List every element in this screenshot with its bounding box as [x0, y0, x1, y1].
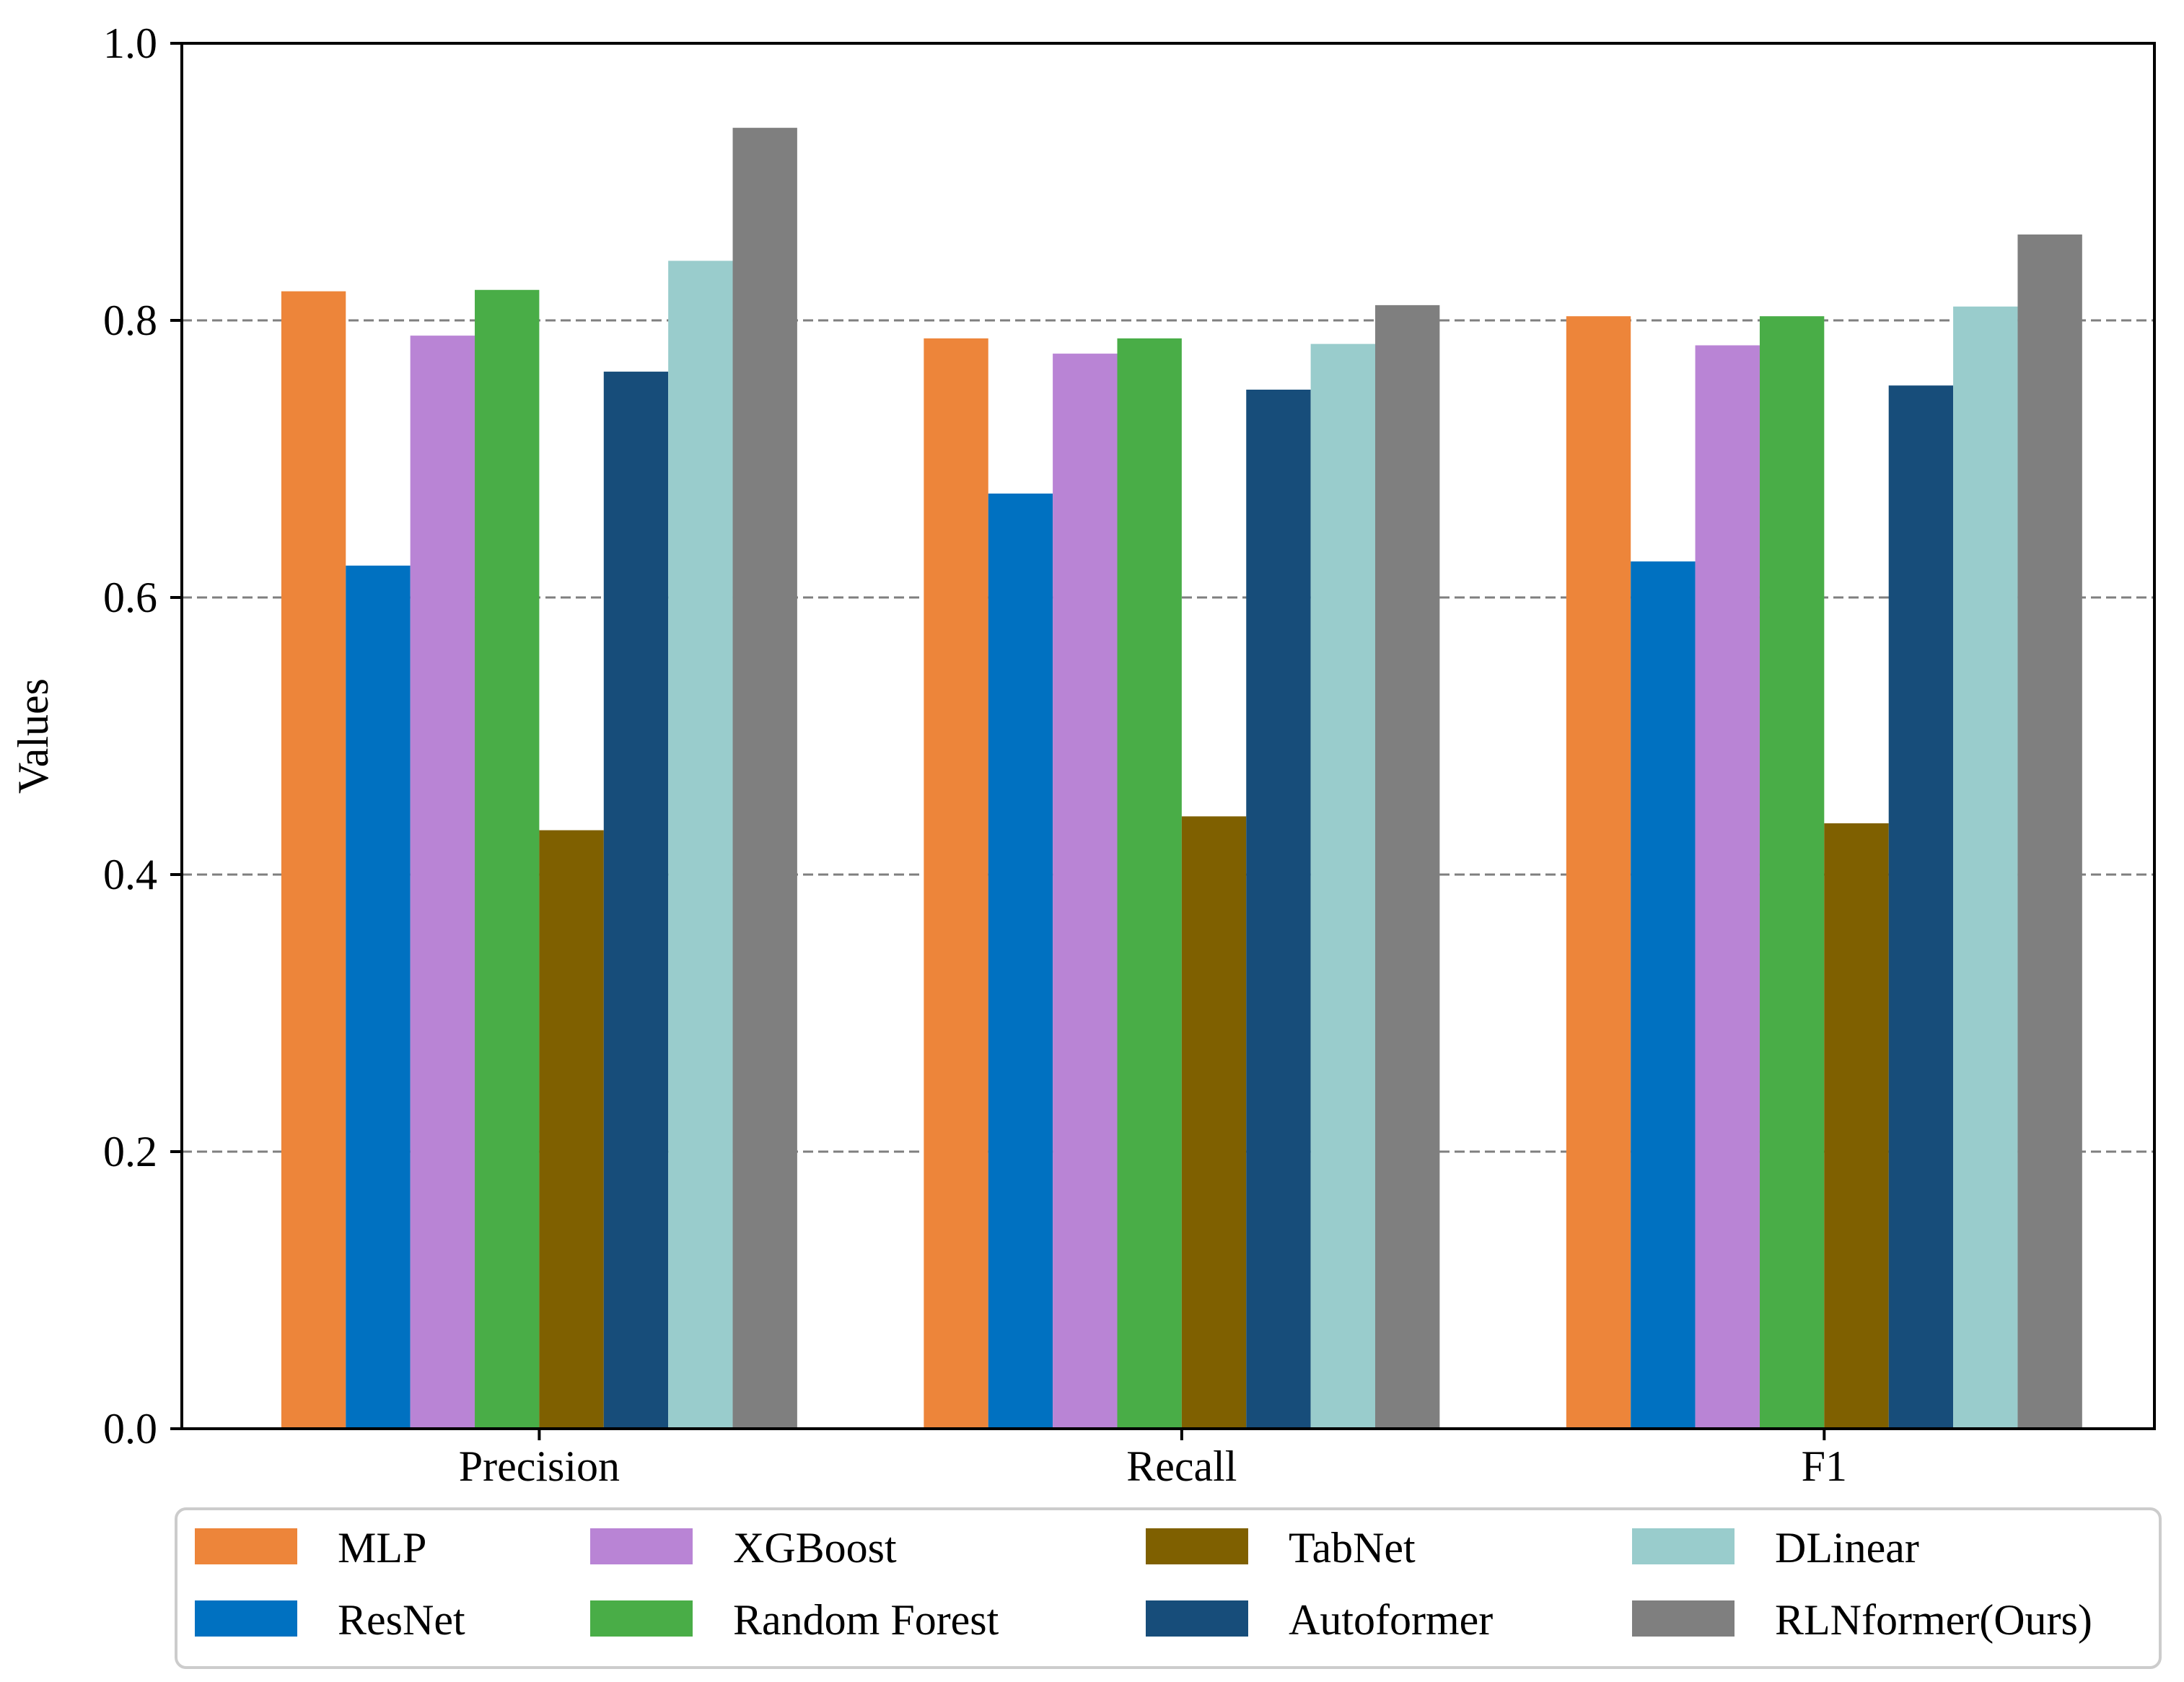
- y-tick-label: 0.4: [103, 851, 157, 898]
- y-tick-label: 0.6: [103, 574, 157, 621]
- bar-tabnet-precision: [539, 830, 604, 1429]
- legend-swatch: [590, 1528, 693, 1564]
- bar-xgboost-precision: [410, 336, 475, 1429]
- bar-random-forest-precision: [475, 289, 540, 1429]
- y-axis-label: Values: [9, 678, 57, 794]
- x-tick-label: Precision: [459, 1442, 620, 1490]
- bar-autoformer-recall: [1246, 390, 1311, 1429]
- y-tick-label: 0.8: [103, 297, 157, 344]
- legend-label: MLP: [338, 1524, 426, 1572]
- legend: MLP ResNet XGBoost Random Forest TabNet Autof…: [175, 1507, 2162, 1669]
- bar-autoformer-f1: [1888, 385, 1954, 1429]
- legend-label: TabNet: [1289, 1524, 1416, 1572]
- bar-resnet-f1: [1631, 561, 1696, 1429]
- bars: [281, 128, 2082, 1429]
- legend-swatch: [195, 1600, 297, 1637]
- bar-resnet-recall: [988, 494, 1053, 1429]
- x-tick-label: Recall: [1126, 1442, 1237, 1490]
- legend-swatch: [1146, 1528, 1248, 1564]
- x-tick-label: F1: [1802, 1442, 1847, 1490]
- bar-random-forest-recall: [1117, 338, 1182, 1429]
- y-tick-label: 0.0: [103, 1405, 157, 1453]
- legend-label: ResNet: [338, 1596, 465, 1644]
- legend-swatch: [195, 1528, 297, 1564]
- legend-label: Random Forest: [733, 1596, 999, 1644]
- bar-rlnformer-ours--f1: [2017, 234, 2082, 1429]
- bar-mlp-precision: [281, 291, 346, 1429]
- x-axis: Precision Recall F1: [459, 1429, 1847, 1490]
- legend-label: XGBoost: [733, 1524, 897, 1572]
- bar-xgboost-f1: [1695, 345, 1760, 1429]
- legend-swatch: [1632, 1600, 1735, 1637]
- bar-dlinear-precision: [668, 260, 733, 1429]
- legend-swatch: [1632, 1528, 1735, 1564]
- bar-xgboost-recall: [1053, 354, 1118, 1429]
- bar-random-forest-f1: [1759, 316, 1825, 1429]
- bar-rlnformer-ours--precision: [732, 128, 797, 1429]
- y-axis: 0.0 0.2 0.4 0.6 0.8 1.0: [103, 19, 182, 1453]
- legend-swatch: [1146, 1600, 1248, 1637]
- bar-tabnet-recall: [1181, 816, 1247, 1429]
- legend-swatch: [590, 1600, 693, 1637]
- legend-label: RLNformer(Ours): [1775, 1596, 2092, 1644]
- bar-autoformer-precision: [603, 372, 669, 1429]
- bar-rlnformer-ours--recall: [1374, 305, 1440, 1429]
- y-tick-label: 0.2: [103, 1128, 157, 1175]
- bar-resnet-precision: [346, 565, 411, 1429]
- bar-tabnet-f1: [1824, 823, 1889, 1429]
- legend-label: DLinear: [1775, 1524, 1919, 1572]
- plot-frame: [180, 42, 2156, 1430]
- y-tick-label: 1.0: [103, 19, 157, 67]
- legend-label: Autoformer: [1289, 1596, 1493, 1644]
- bar-mlp-f1: [1566, 316, 1631, 1429]
- bar-mlp-recall: [924, 338, 988, 1429]
- bar-dlinear-recall: [1310, 343, 1375, 1429]
- bar-dlinear-f1: [1953, 306, 2018, 1429]
